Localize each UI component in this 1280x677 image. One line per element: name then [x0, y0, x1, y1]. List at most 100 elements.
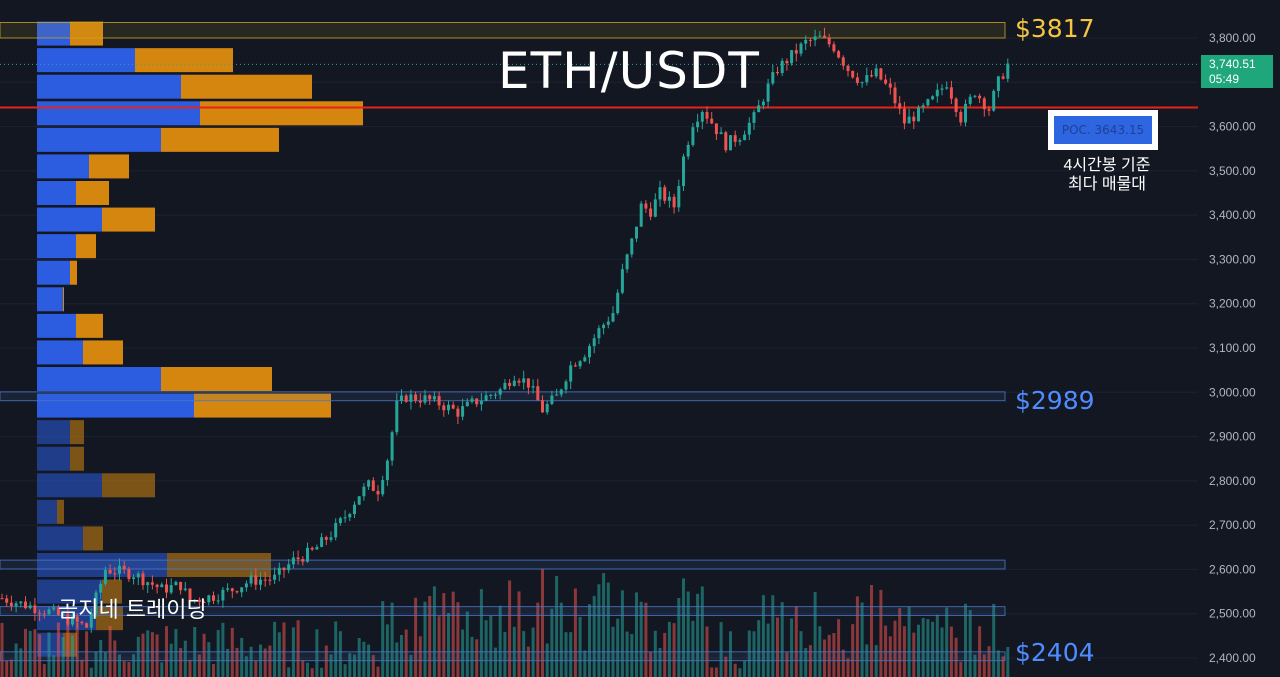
candle-body	[522, 378, 526, 383]
candle-body	[376, 490, 380, 495]
volume-profile-sell-bar	[70, 260, 77, 285]
candle-body	[56, 607, 60, 615]
candle-body	[851, 70, 855, 78]
candle-body	[197, 599, 201, 603]
volume-bar	[136, 636, 140, 677]
volume-bar	[371, 655, 375, 677]
chart-title: ETH/USDT	[498, 42, 760, 100]
volume-bar	[390, 602, 394, 677]
volume-bar	[653, 630, 657, 677]
volume-bar	[982, 654, 986, 677]
price-zone	[0, 651, 1006, 662]
volume-bar	[122, 661, 126, 677]
price-zone	[0, 22, 1006, 39]
candle-body	[743, 134, 747, 141]
candle-body	[541, 400, 544, 413]
volume-bar	[343, 664, 347, 677]
volume-bar	[381, 601, 385, 677]
volume-bar	[559, 602, 563, 677]
candle-body	[799, 43, 803, 54]
candle-body	[949, 87, 953, 99]
brand-watermark: 곰지네 트레이딩	[58, 598, 207, 623]
volume-bar	[616, 618, 620, 677]
volume-bar	[212, 664, 215, 677]
candle-body	[921, 105, 925, 108]
volume-profile-buy-bar	[37, 367, 161, 391]
volume-bar	[301, 660, 305, 677]
candle-body	[235, 591, 239, 593]
candle-body	[531, 386, 535, 388]
volume-bar	[888, 636, 892, 677]
volume-bar	[24, 628, 27, 677]
volume-profile-sell-bar	[70, 21, 103, 46]
volume-profile-buy-bar	[37, 313, 76, 338]
candle-body	[183, 588, 187, 591]
last-price: 3,740.51	[1209, 57, 1256, 71]
candle-body	[888, 83, 892, 88]
candle-body	[52, 607, 56, 610]
candle-body	[705, 111, 709, 119]
volume-bar	[263, 648, 267, 677]
candle-body	[738, 140, 742, 142]
volume-bar	[89, 667, 93, 677]
volume-bar	[968, 610, 972, 677]
volume-bar	[620, 590, 624, 677]
candle-body	[24, 601, 27, 609]
candle-body	[212, 595, 215, 601]
candle-body	[682, 156, 685, 187]
candle-body	[592, 338, 596, 347]
candle-body	[28, 605, 32, 609]
candle-body	[987, 109, 991, 111]
candle-body	[672, 196, 676, 208]
candle-body	[785, 60, 789, 64]
candle-body	[724, 132, 728, 151]
volume-bar	[103, 651, 107, 677]
candle-body	[733, 135, 737, 142]
volume-bar	[273, 621, 277, 677]
candle-body	[696, 121, 700, 128]
y-tick-label: 2,800.00	[1209, 474, 1256, 488]
candle-body	[757, 105, 761, 113]
candle-body	[479, 400, 483, 405]
y-tick-label: 3,100.00	[1209, 341, 1256, 355]
volume-bar	[964, 603, 967, 677]
candle-body	[658, 187, 662, 200]
volume-bar	[677, 598, 681, 677]
volume-bar	[494, 647, 497, 677]
candle-body	[761, 101, 765, 106]
volume-bar	[33, 629, 37, 677]
candle-body	[169, 585, 173, 593]
candle-body	[578, 361, 582, 367]
volume-bar	[733, 663, 737, 677]
volume-bar	[277, 632, 281, 677]
volume-bar	[353, 654, 356, 677]
candle-body	[155, 584, 159, 588]
candle-body	[964, 103, 967, 123]
candle-body	[790, 50, 794, 64]
volume-bar	[470, 636, 474, 677]
candle-body	[5, 598, 9, 603]
volume-bar	[94, 651, 98, 677]
volume-bar	[945, 607, 949, 677]
candle-body	[667, 196, 671, 201]
volume-bar	[780, 602, 784, 677]
candle-body	[616, 292, 620, 314]
volume-bar	[785, 652, 789, 677]
candle-body	[691, 127, 695, 145]
candle-body	[686, 144, 690, 157]
volume-bar	[197, 654, 201, 677]
volume-profile-buy-bar	[37, 74, 181, 99]
countdown: 05:49	[1209, 72, 1240, 86]
volume-bar	[823, 639, 826, 677]
candle-body	[508, 382, 512, 386]
candle-body	[282, 567, 286, 571]
candle-body	[395, 400, 399, 433]
volume-bar	[526, 646, 530, 677]
y-tick-label: 3,500.00	[1209, 164, 1256, 178]
volume-bar	[649, 652, 653, 677]
volume-bar	[597, 584, 601, 677]
volume-profile-sell-bar	[181, 74, 312, 99]
candle-body	[569, 365, 573, 382]
candle-body	[367, 480, 371, 487]
volume-bar	[569, 632, 573, 677]
